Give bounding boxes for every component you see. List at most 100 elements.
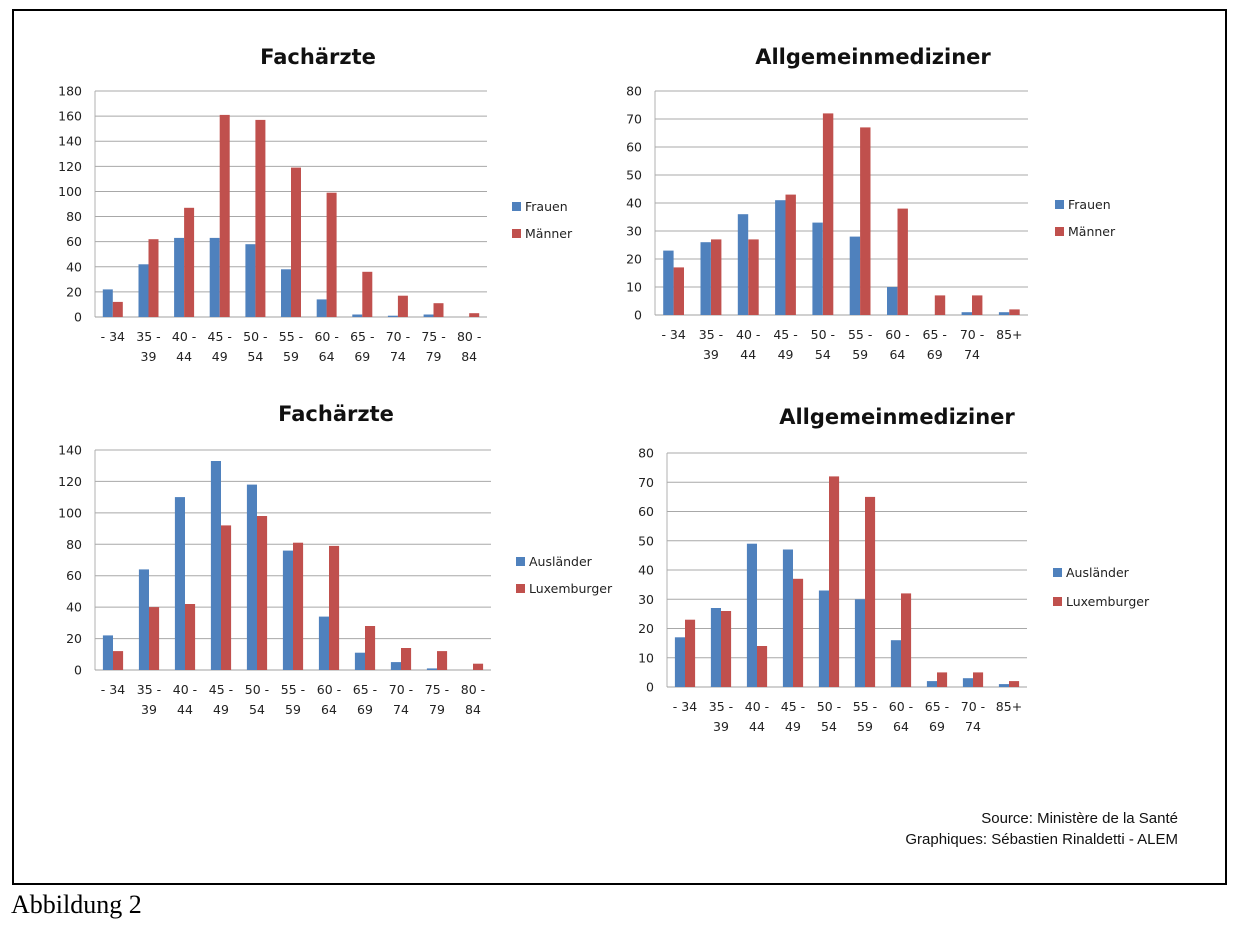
bar-luxemburger bbox=[865, 496, 876, 687]
chart-title: Fachärzte bbox=[260, 45, 376, 69]
bar-ausländer bbox=[354, 652, 365, 670]
bar-luxemburger bbox=[757, 646, 768, 687]
x-tick-label: 54 bbox=[815, 347, 831, 362]
bar-luxemburger bbox=[901, 593, 912, 687]
bar-frauen bbox=[209, 237, 220, 317]
chart-3: Fachärzte 0 20 40 60 80 100 120 140 - 34 35 - 39 40 … bbox=[58, 402, 613, 717]
bar-männer bbox=[112, 301, 123, 317]
bar-luxemburger bbox=[1009, 681, 1020, 687]
x-tick-label: 40 - bbox=[173, 682, 197, 697]
bar-männer bbox=[972, 295, 983, 315]
y-tick-label: 30 bbox=[626, 224, 642, 239]
bar-frauen bbox=[961, 312, 972, 315]
x-tick-label: 35 - bbox=[136, 329, 160, 344]
bar-frauen bbox=[775, 200, 786, 315]
legend: Frauen Männer bbox=[512, 199, 573, 241]
x-tick-label: 50 - bbox=[243, 329, 267, 344]
x-tick-label: 45 - bbox=[781, 699, 805, 714]
chart-title: Fachärzte bbox=[278, 402, 394, 426]
x-tick-label: 59 bbox=[283, 349, 299, 364]
bar-frauen bbox=[887, 287, 898, 315]
y-tick-label: 60 bbox=[626, 140, 642, 155]
x-tick-label: 74 bbox=[964, 347, 980, 362]
x-tick-label: 60 - bbox=[889, 699, 913, 714]
y-tick-label: 80 bbox=[638, 446, 654, 461]
x-tick-label: 69 bbox=[357, 702, 373, 717]
y-tick-label: 10 bbox=[626, 280, 642, 295]
bar-frauen bbox=[998, 312, 1010, 315]
y-tick-label: 60 bbox=[66, 568, 82, 583]
y-tick-label: 40 bbox=[66, 600, 82, 615]
bar-luxemburger bbox=[721, 611, 732, 687]
bar-männer bbox=[469, 313, 480, 317]
legend-swatch bbox=[516, 584, 525, 593]
x-tick-label: 39 bbox=[141, 702, 157, 717]
x-tick-label: 39 bbox=[713, 719, 729, 734]
y-tick-label: 60 bbox=[66, 234, 82, 249]
bar-frauen bbox=[812, 222, 823, 315]
bar-ausländer bbox=[210, 461, 221, 670]
legend-swatch bbox=[1055, 200, 1064, 209]
x-tick-label: 64 bbox=[321, 702, 337, 717]
y-tick-label: 0 bbox=[646, 680, 654, 695]
bar-frauen bbox=[245, 244, 256, 317]
bar-frauen bbox=[387, 315, 398, 317]
bar-frauen bbox=[316, 299, 327, 317]
bar-ausländer bbox=[746, 543, 757, 687]
legend-label: Männer bbox=[1068, 224, 1116, 239]
legend-label: Luxemburger bbox=[1066, 594, 1150, 609]
x-tick-label: 80 - bbox=[457, 329, 481, 344]
x-tick-label: 65 - bbox=[350, 329, 374, 344]
y-tick-label: 20 bbox=[66, 284, 82, 299]
x-tick-label: 55 - bbox=[279, 329, 303, 344]
bar-luxemburger bbox=[149, 607, 160, 670]
x-tick-label: 65 - bbox=[925, 699, 949, 714]
legend-swatch bbox=[516, 557, 525, 566]
bar-männer bbox=[711, 239, 722, 315]
y-tick-label: 50 bbox=[626, 168, 642, 183]
x-tick-label: 69 bbox=[354, 349, 370, 364]
bar-luxemburger bbox=[685, 619, 696, 687]
x-tick-label: 60 - bbox=[317, 682, 341, 697]
bar-luxemburger bbox=[437, 651, 448, 670]
x-tick-label: 64 bbox=[893, 719, 909, 734]
bar-ausländer bbox=[390, 662, 401, 670]
bar-ausländer bbox=[318, 616, 329, 670]
x-tick-label: 35 - bbox=[137, 682, 161, 697]
y-tick-label: 20 bbox=[66, 631, 82, 646]
y-tick-label: 30 bbox=[638, 592, 654, 607]
chart-1: Fachärzte 0 20 40 60 80 100 120 140 160 180 - 34 35 … bbox=[58, 45, 573, 364]
bar-luxemburger bbox=[329, 545, 340, 670]
x-tick-label: 55 - bbox=[848, 327, 872, 342]
bar-männer bbox=[822, 113, 834, 316]
bar-ausländer bbox=[710, 608, 721, 687]
chart-4: Allgemeinmediziner 0 10 20 30 40 50 60 70 80 - 34 3… bbox=[638, 405, 1150, 734]
bar-luxemburger bbox=[793, 578, 804, 687]
x-tick-label: 79 bbox=[426, 349, 442, 364]
x-tick-label: 55 - bbox=[853, 699, 877, 714]
bar-luxemburger bbox=[185, 604, 196, 670]
y-tick-label: 100 bbox=[58, 505, 82, 520]
x-tick-label: 59 bbox=[857, 719, 873, 734]
x-tick-label: 40 - bbox=[736, 327, 760, 342]
bar-luxemburger bbox=[973, 672, 984, 687]
bar-männer bbox=[1009, 309, 1020, 315]
x-tick-label: 50 - bbox=[817, 699, 841, 714]
y-tick-label: 80 bbox=[626, 84, 642, 99]
bar-frauen bbox=[352, 314, 363, 317]
chart-2: Allgemeinmediziner 0 10 20 30 40 50 60 70 80 - 34 3… bbox=[626, 45, 1116, 362]
source-line: Source: Ministère de la Santé bbox=[981, 810, 1178, 827]
x-tick-label: 74 bbox=[965, 719, 981, 734]
x-tick-label: - 34 bbox=[101, 329, 125, 344]
bar-ausländer bbox=[962, 678, 973, 687]
x-tick-label: 70 - bbox=[961, 699, 985, 714]
x-tick-label: 40 - bbox=[745, 699, 769, 714]
x-tick-label: 44 bbox=[177, 702, 193, 717]
x-tick-label: 59 bbox=[852, 347, 868, 362]
bar-luxemburger bbox=[257, 516, 268, 670]
x-tick-label: 49 bbox=[212, 349, 228, 364]
x-tick-label: 65 - bbox=[923, 327, 947, 342]
y-tick-label: 100 bbox=[58, 184, 82, 199]
legend-label: Ausländer bbox=[1066, 565, 1130, 580]
x-tick-label: 44 bbox=[749, 719, 765, 734]
